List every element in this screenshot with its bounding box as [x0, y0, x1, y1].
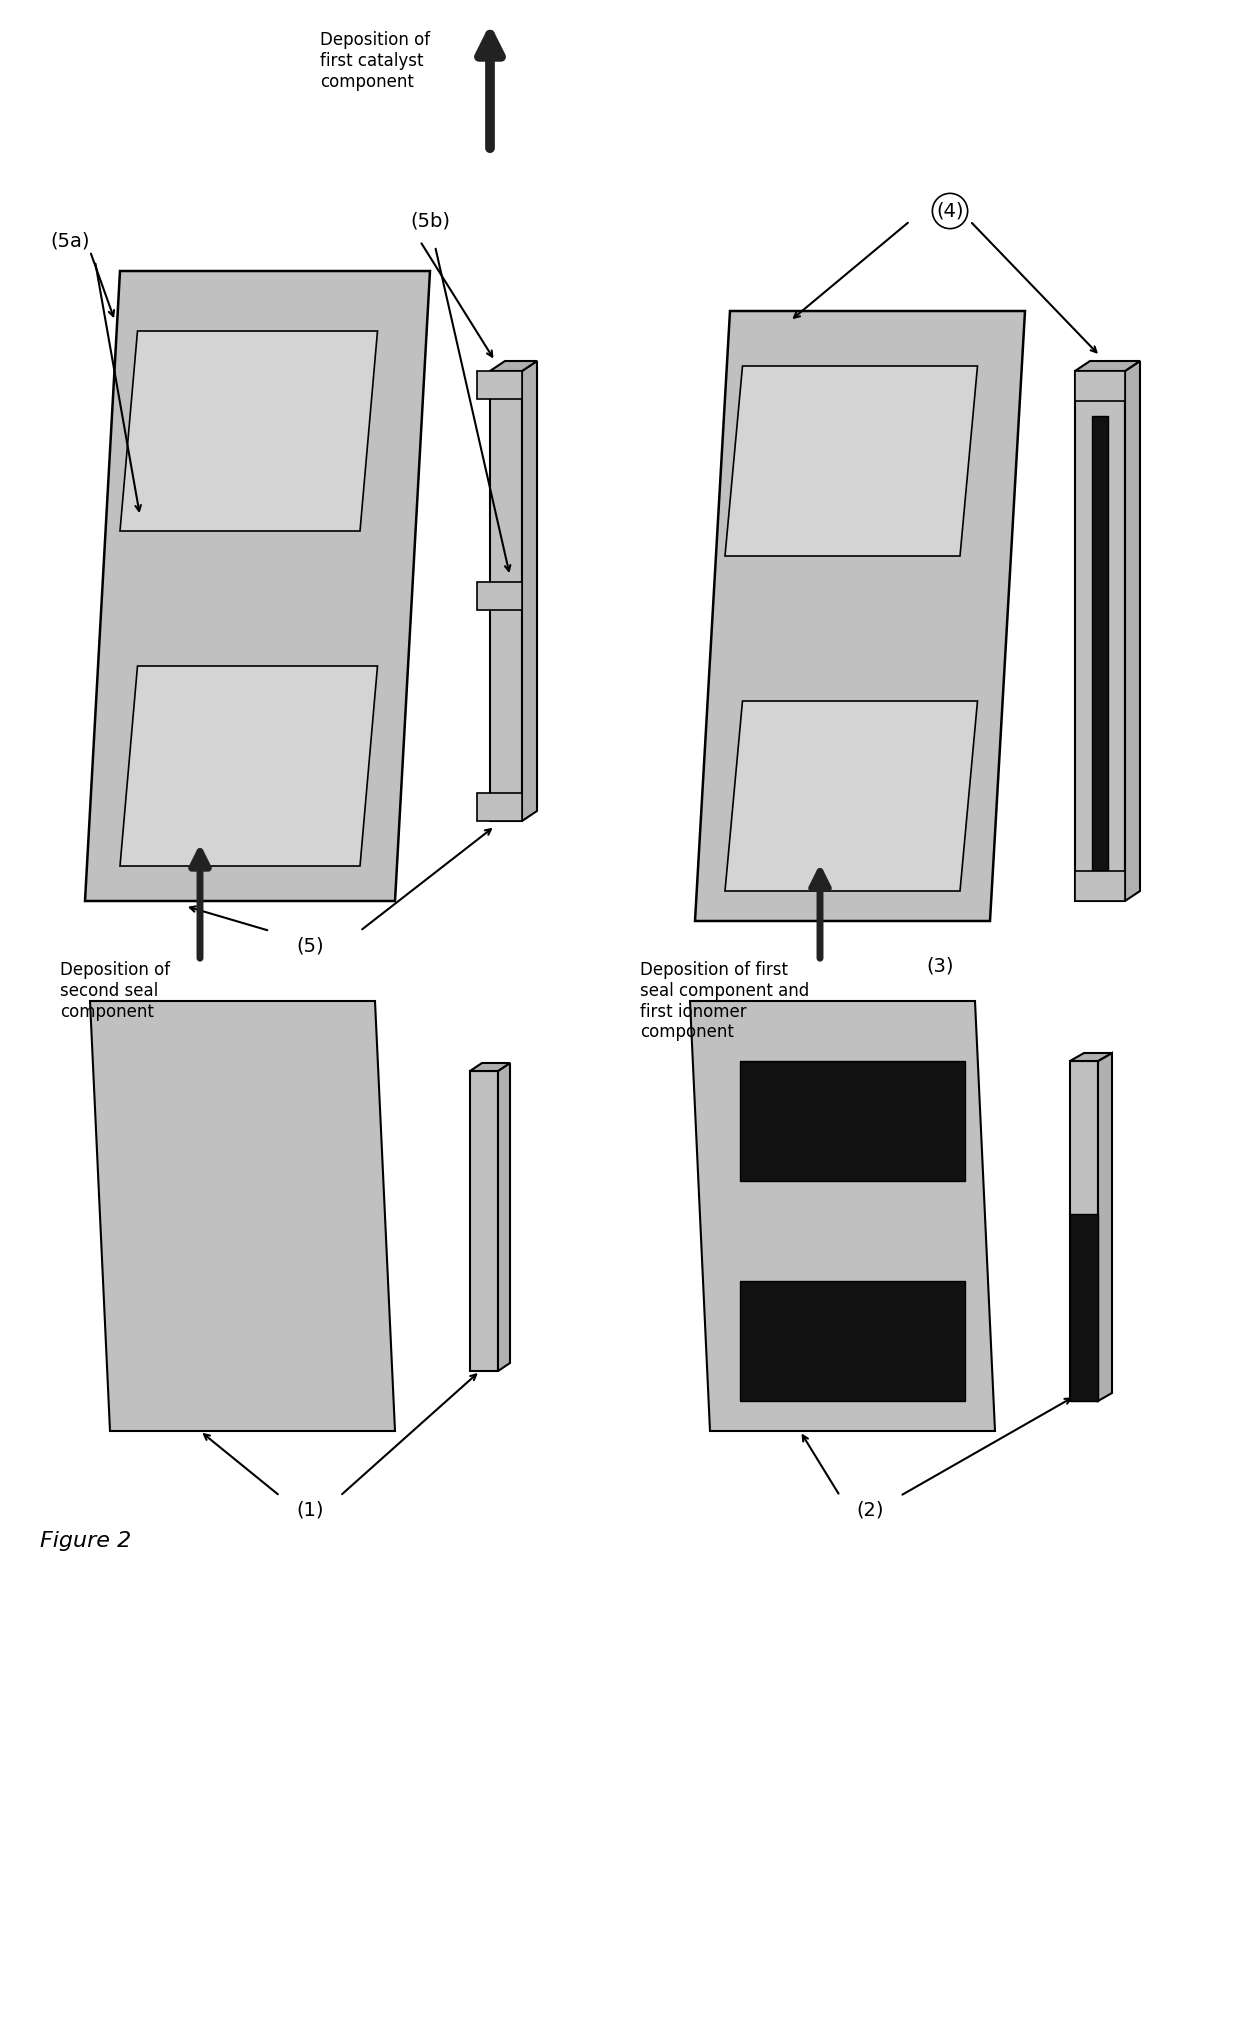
Text: Deposition of
second seal
component: Deposition of second seal component [60, 962, 170, 1021]
Polygon shape [725, 701, 977, 891]
Bar [1092, 416, 1109, 871]
Polygon shape [470, 1063, 510, 1071]
Polygon shape [120, 667, 377, 867]
Polygon shape [1070, 1053, 1112, 1061]
Text: (5a): (5a) [51, 232, 89, 251]
Polygon shape [689, 1000, 994, 1431]
Polygon shape [522, 362, 537, 821]
Polygon shape [1075, 372, 1125, 901]
Polygon shape [694, 311, 1025, 922]
Polygon shape [725, 366, 977, 556]
Bar [477, 582, 522, 610]
Bar [740, 1281, 965, 1401]
Text: (3): (3) [926, 956, 954, 974]
Polygon shape [91, 1000, 396, 1431]
Bar [1070, 1215, 1097, 1401]
Polygon shape [490, 372, 522, 821]
Bar [1075, 871, 1125, 901]
Text: Figure 2: Figure 2 [40, 1532, 131, 1550]
Text: (5): (5) [296, 936, 324, 956]
Bar [477, 372, 522, 398]
Bar [477, 792, 522, 821]
Bar [1075, 372, 1125, 400]
Polygon shape [1125, 362, 1140, 901]
Text: (5b): (5b) [410, 212, 450, 230]
Polygon shape [470, 1071, 498, 1370]
Polygon shape [1070, 1061, 1097, 1401]
Polygon shape [490, 362, 537, 372]
Text: (1): (1) [296, 1502, 324, 1520]
Polygon shape [1097, 1053, 1112, 1401]
Text: (4): (4) [936, 202, 963, 220]
Polygon shape [1075, 362, 1140, 372]
Bar [740, 1061, 965, 1180]
Text: Deposition of first
seal component and
first ionomer
component: Deposition of first seal component and f… [640, 962, 810, 1041]
Text: Deposition of
first catalyst
component: Deposition of first catalyst component [320, 30, 430, 91]
Text: (2): (2) [857, 1502, 884, 1520]
Polygon shape [120, 331, 377, 532]
Polygon shape [498, 1063, 510, 1370]
Polygon shape [86, 271, 430, 901]
